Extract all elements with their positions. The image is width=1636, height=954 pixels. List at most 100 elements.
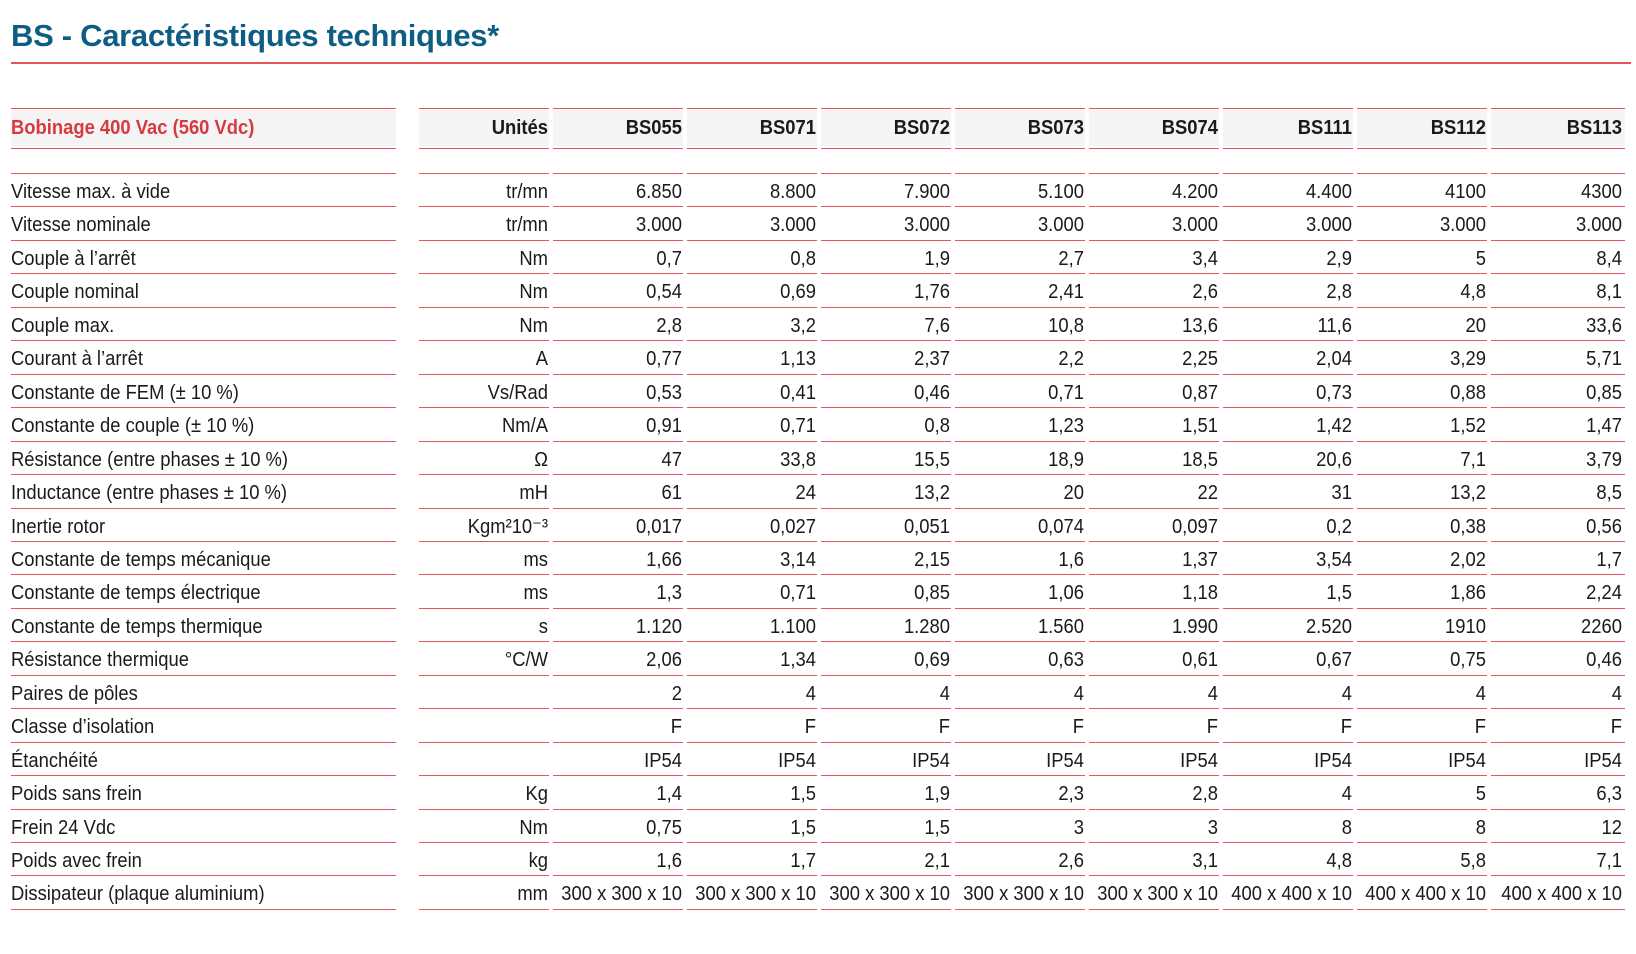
row-rule xyxy=(821,108,951,109)
row-rule xyxy=(1089,206,1219,207)
row-value-bs112: 3,29 xyxy=(1450,348,1486,370)
row-value-bs111: IP54 xyxy=(1314,750,1352,772)
row-rule xyxy=(553,574,683,575)
row-value-bs112: 1910 xyxy=(1445,616,1486,638)
row-value-bs073: 3 xyxy=(1073,817,1084,839)
row-rule xyxy=(553,875,683,876)
row-value-bs112: 0,38 xyxy=(1450,516,1486,538)
row-rule xyxy=(1223,307,1353,308)
row-unit xyxy=(432,677,548,711)
row-rule xyxy=(687,775,817,776)
row-value-bs112: 1,52 xyxy=(1450,415,1486,437)
row-unit: Kg xyxy=(525,783,548,805)
row-value-bs055: 0,77 xyxy=(646,348,682,370)
row-value-bs074: 1,37 xyxy=(1182,549,1218,571)
row-rule xyxy=(1089,775,1219,776)
row-value-bs113: 0,46 xyxy=(1586,649,1622,671)
row-label: Constante de temps thermique xyxy=(11,616,263,638)
row-rule xyxy=(821,909,951,910)
row-rule xyxy=(419,608,549,609)
row-value-bs111: 2,8 xyxy=(1326,281,1352,303)
row-value-bs074: F xyxy=(1206,716,1218,738)
row-rule xyxy=(687,641,817,642)
row-label: Constante de temps électrique xyxy=(11,582,261,604)
row-value-bs113: 0,56 xyxy=(1586,516,1622,538)
row-rule xyxy=(1491,641,1625,642)
row-rule xyxy=(11,842,396,843)
row-unit: kg xyxy=(528,850,548,872)
row-rule xyxy=(1357,742,1487,743)
row-value-bs113: 4 xyxy=(1611,683,1622,705)
header-background xyxy=(11,110,396,146)
row-rule xyxy=(1491,875,1625,876)
row-value-bs071: 0,69 xyxy=(780,281,816,303)
row-rule xyxy=(1089,508,1219,509)
row-rule xyxy=(1089,173,1219,174)
row-rule xyxy=(11,307,396,308)
row-rule xyxy=(1357,307,1487,308)
row-value-bs073: 1,23 xyxy=(1048,415,1084,437)
row-value-bs112: 4 xyxy=(1475,683,1486,705)
row-value-bs071: 0,027 xyxy=(769,516,816,538)
row-value-bs111: 8 xyxy=(1341,817,1352,839)
row-rule xyxy=(553,206,683,207)
row-value-bs111: 0,73 xyxy=(1316,382,1352,404)
row-value-bs071: 0,71 xyxy=(780,582,816,604)
row-value-bs074: 300 x 300 x 10 xyxy=(1097,883,1218,905)
row-rule xyxy=(955,273,1085,274)
row-rule xyxy=(1223,608,1353,609)
row-rule xyxy=(553,775,683,776)
row-value-bs073: 0,074 xyxy=(1037,516,1084,538)
row-value-bs113: 2,24 xyxy=(1586,582,1622,604)
row-value-bs071: 1,34 xyxy=(780,649,816,671)
row-rule xyxy=(1089,240,1219,241)
row-rule xyxy=(419,809,549,810)
row-value-bs112: 3.000 xyxy=(1439,214,1486,236)
row-rule xyxy=(1223,108,1353,109)
row-rule xyxy=(821,173,951,174)
row-value-bs112: 20 xyxy=(1465,315,1486,337)
row-label: Inductance (entre phases ± 10 %) xyxy=(11,482,288,504)
row-rule xyxy=(553,641,683,642)
row-rule xyxy=(553,675,683,676)
row-value-bs111: 0,2 xyxy=(1326,516,1352,538)
row-rule xyxy=(1089,641,1219,642)
row-value-bs055: 1,4 xyxy=(656,783,682,805)
row-value-bs072: 2,15 xyxy=(914,549,950,571)
row-rule xyxy=(419,508,549,509)
row-value-bs112: 0,75 xyxy=(1450,649,1486,671)
row-value-bs074: 2,25 xyxy=(1182,348,1218,370)
header-background xyxy=(1491,110,1625,146)
row-unit: mH xyxy=(519,482,548,504)
row-value-bs055: 1,6 xyxy=(656,850,682,872)
row-rule xyxy=(955,407,1085,408)
row-rule xyxy=(419,240,549,241)
row-value-bs072: 0,69 xyxy=(914,649,950,671)
row-unit: Nm xyxy=(519,281,548,303)
row-value-bs055: 0,54 xyxy=(646,281,682,303)
row-rule xyxy=(419,307,549,308)
row-value-bs055: 47 xyxy=(661,449,682,471)
row-rule xyxy=(553,508,683,509)
row-rule xyxy=(553,608,683,609)
row-value-bs055: 2,8 xyxy=(656,315,682,337)
row-unit: Ω xyxy=(534,449,548,471)
row-rule xyxy=(1089,708,1219,709)
row-value-bs113: 3,79 xyxy=(1586,449,1622,471)
row-rule xyxy=(11,441,396,442)
row-value-bs112: 5 xyxy=(1475,783,1486,805)
row-rule xyxy=(687,273,817,274)
row-rule xyxy=(419,148,549,149)
row-value-bs071: 1,5 xyxy=(790,817,816,839)
row-value-bs074: 3,4 xyxy=(1192,248,1218,270)
row-value-bs074: 4 xyxy=(1207,683,1218,705)
row-rule xyxy=(419,708,549,709)
row-value-bs074: 1,18 xyxy=(1182,582,1218,604)
row-value-bs072: 0,85 xyxy=(914,582,950,604)
row-value-bs071: 3,2 xyxy=(790,315,816,337)
row-rule xyxy=(821,340,951,341)
row-value-bs111: 31 xyxy=(1331,482,1352,504)
row-rule xyxy=(1223,508,1353,509)
row-rule xyxy=(1491,206,1625,207)
row-rule xyxy=(821,775,951,776)
